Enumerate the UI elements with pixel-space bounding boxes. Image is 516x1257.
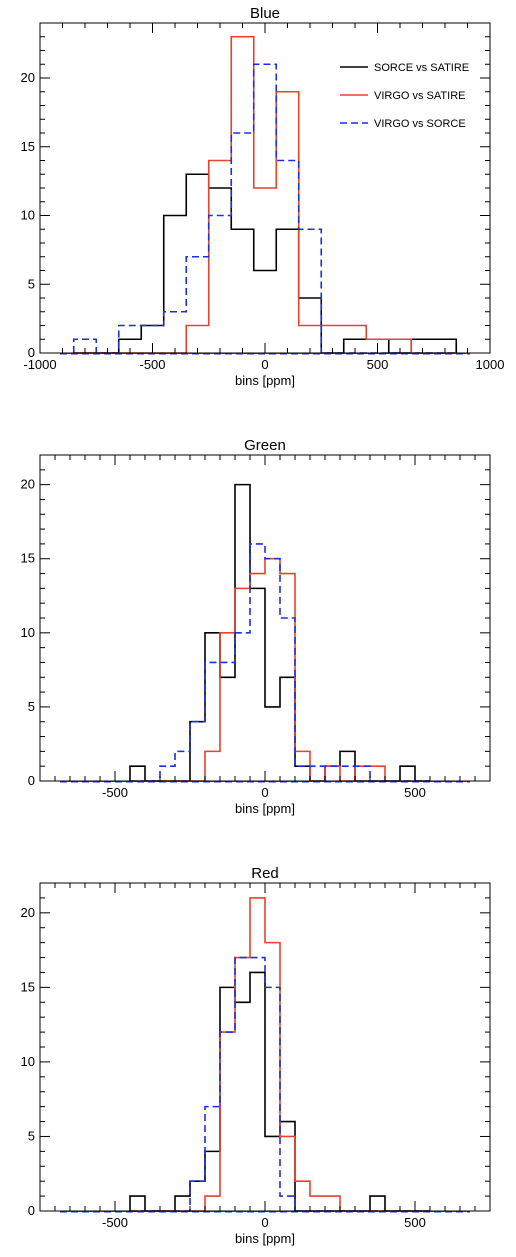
x-tick-label: -1000 xyxy=(23,357,56,372)
x-tick-label: 1000 xyxy=(476,357,505,372)
x-tick-label: -500 xyxy=(139,357,165,372)
x-axis-label: bins [ppm] xyxy=(235,801,295,816)
series-line-sorce-vs-satire xyxy=(129,971,430,1212)
legend-label: VIRGO vs SATIRE xyxy=(374,90,465,102)
y-tick-label: 5 xyxy=(28,1128,35,1143)
series-line-virgo-vs-sorce xyxy=(72,63,457,354)
y-tick-label: 15 xyxy=(21,979,35,994)
x-tick-label: 0 xyxy=(261,785,268,800)
chart-title: Red xyxy=(251,865,279,882)
y-tick-label: 5 xyxy=(28,276,35,291)
series-line-virgo-vs-sorce xyxy=(130,956,430,1212)
y-tick-label: 0 xyxy=(28,773,35,788)
legend-label: SORCE vs SATIRE xyxy=(374,62,469,74)
x-tick-label: 0 xyxy=(261,1215,268,1230)
x-tick-label: 500 xyxy=(367,357,389,372)
chart-title: Green xyxy=(244,437,286,454)
series-line-sorce-vs-satire xyxy=(129,483,430,782)
y-tick-label: 10 xyxy=(21,208,35,223)
series-line-virgo-vs-satire xyxy=(73,35,457,354)
x-tick-label: 500 xyxy=(404,1215,426,1230)
x-tick-label: 0 xyxy=(261,357,268,372)
y-tick-label: 15 xyxy=(21,139,35,154)
chart-title: Blue xyxy=(250,5,280,22)
series-line-virgo-vs-sorce xyxy=(130,543,430,782)
y-tick-label: 5 xyxy=(28,699,35,714)
chart-panel-green: Green bins [ppm] -500 0 500 0 5 10 15 20 xyxy=(21,437,491,816)
legend: SORCE vs SATIRE VIRGO vs SATIRE VIRGO vs S… xyxy=(340,62,469,130)
y-tick-label: 0 xyxy=(28,345,35,360)
y-tick-label: 15 xyxy=(21,551,35,566)
x-tick-label: -500 xyxy=(102,785,128,800)
legend-label: VIRGO vs SORCE xyxy=(374,118,466,130)
y-tick-label: 10 xyxy=(21,1054,35,1069)
y-tick-label: 20 xyxy=(21,477,35,492)
chart-panel-red: Red bins [ppm] -500 0 500 0 5 10 15 20 xyxy=(21,865,491,1246)
y-tick-label: 0 xyxy=(28,1203,35,1218)
y-tick-label: 20 xyxy=(21,905,35,920)
y-tick-label: 20 xyxy=(21,70,35,85)
y-tick-label: 10 xyxy=(21,625,35,640)
chart-panel-blue: Blue bins [ppm] -1000 -500 0 500 1000 0 5 10 15 20 S… xyxy=(21,5,505,388)
x-tick-label: 500 xyxy=(404,785,426,800)
x-tick-label: -500 xyxy=(102,1215,128,1230)
x-axis-label: bins [ppm] xyxy=(235,373,295,388)
x-axis-label: bins [ppm] xyxy=(235,1231,295,1246)
